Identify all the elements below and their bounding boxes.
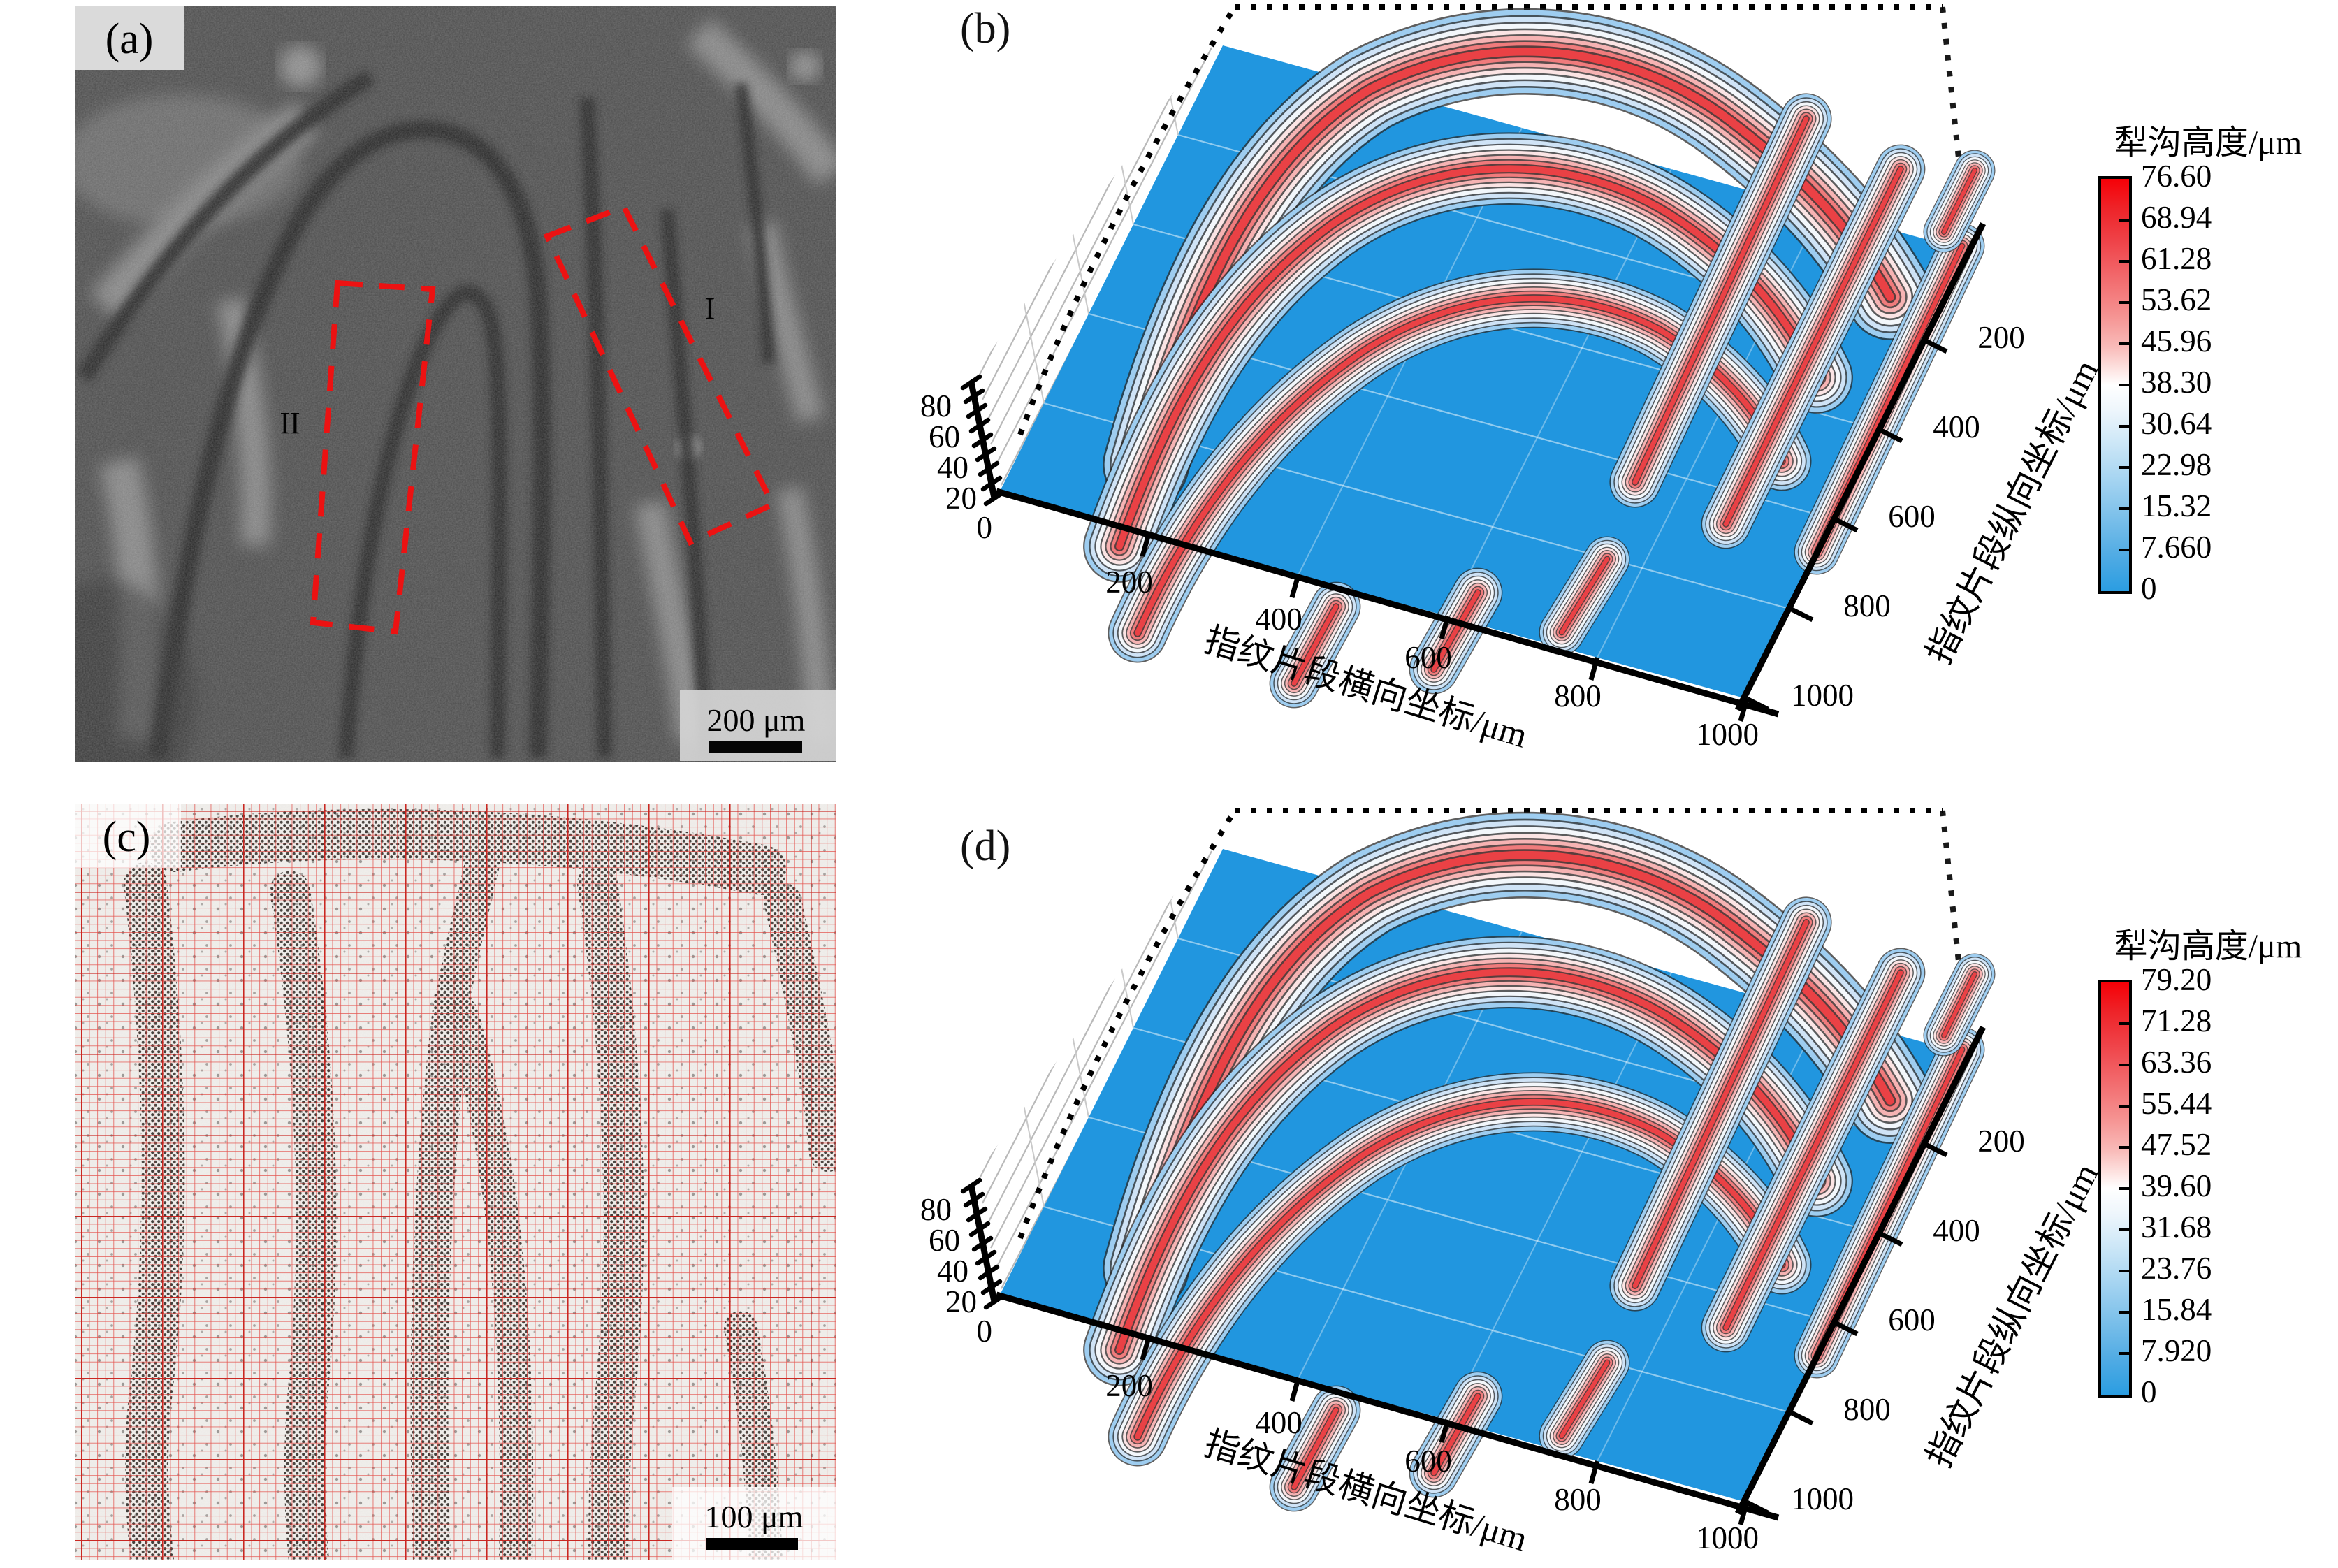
colorbar-b-tick: 22.98 (2141, 447, 2212, 482)
y-tick-label: 1000 (1791, 678, 1854, 713)
y-tick-label: 200 (1977, 320, 2025, 355)
ridge-band (1539, 536, 1630, 655)
panel-d-label: (d) (960, 822, 1011, 870)
region-box-I (543, 203, 777, 546)
scale-bar-c-bar (706, 1538, 798, 1550)
panel-c-label-box (75, 804, 181, 868)
colorbar-d-tick: 71.28 (2141, 1003, 2212, 1038)
colorbar-d-tick: 7.920 (2141, 1333, 2212, 1368)
z-tick-label: 20 (945, 481, 977, 516)
z-axis: 80 60 40 20 0 (920, 374, 1005, 545)
panel-c-label: (c) (103, 813, 151, 861)
y-tick-label: 600 (1888, 499, 1936, 534)
micrograph-a: II I (a) 200 μm (75, 6, 836, 762)
colorbar-b-tick: 68.94 (2141, 200, 2212, 235)
colorbar-d-tick: 79.20 (2141, 962, 2212, 997)
z-tick-label: 0 (977, 510, 993, 545)
ridge-band (1409, 567, 1503, 695)
colorbar-b-tick: 76.60 (2141, 159, 2212, 194)
colorbar-b-tick: 45.96 (2141, 324, 2212, 358)
red-grid-major (75, 804, 836, 1560)
x-tick-label: 400 (1255, 602, 1302, 637)
colorbar-d-tick: 23.76 (2141, 1251, 2212, 1286)
colorbar-d-tick: 39.60 (2141, 1168, 2212, 1203)
scale-bar-c: 100 μm (672, 1487, 836, 1560)
ridge-band (1609, 93, 1832, 508)
ridge-band (1103, 8, 1933, 508)
region-label-II: II (279, 406, 300, 440)
z-tick-label: 80 (920, 389, 952, 423)
region-box-II (310, 280, 436, 635)
colorbar-d-title: 犁沟高度/μm (2114, 928, 2302, 965)
ridge-band (1108, 268, 1812, 663)
surface-plot-b: 80 60 40 20 0 200 400 600 800 1000 指纹片段横… (920, 3, 2106, 755)
colorbar-b-tick: 30.64 (2141, 406, 2212, 441)
colorbar-b-tick: 7.660 (2141, 530, 2212, 565)
scale-bar-a-text: 200 μm (707, 702, 806, 738)
x-tick-label: 200 (1105, 565, 1153, 600)
y-tick-label: 400 (1933, 409, 1980, 444)
y-axis-title: 指纹片段纵向坐标/μm (1919, 354, 2106, 670)
scale-bar-a-bar (709, 741, 802, 753)
scale-bar-c-text: 100 μm (705, 1499, 804, 1534)
x-axis-title: 指纹片段横向坐标/μm (1200, 620, 1532, 755)
surface-plot-d (908, 804, 2131, 1568)
ridge-band (1701, 144, 1926, 549)
colorbar-d-tick: 0 (2141, 1374, 2157, 1409)
colorbar-b-title: 犁沟高度/μm (2114, 124, 2302, 161)
colorbar-b-tick: 61.28 (2141, 241, 2212, 276)
panel-a-label-box (75, 6, 184, 70)
x-tick-label: 1000 (1696, 717, 1759, 752)
colorbar-b-tick: 53.62 (2141, 282, 2212, 317)
micrograph-a-texture (75, 6, 836, 762)
micrograph-c: (c) 100 μm (75, 804, 836, 1560)
colorbar-d-tick: 31.68 (2141, 1210, 2212, 1244)
colorbar-b-tick: 15.32 (2141, 488, 2212, 523)
colorbar-b-gradient (2098, 176, 2132, 594)
panel-a-label: (a) (106, 15, 154, 63)
colorbar-d-tick: 47.52 (2141, 1127, 2212, 1162)
z-tick-label: 60 (929, 419, 960, 454)
y-tick-label: 800 (1843, 588, 1891, 623)
colorbar-d-gradient (2098, 980, 2132, 1398)
scale-bar-a: 200 μm (680, 690, 836, 761)
colorbar-d-tick: 15.84 (2141, 1292, 2212, 1327)
micrograph-c-texture (75, 804, 836, 1560)
ridge-band (1923, 150, 1996, 253)
colorbar-b-tick: 0 (2141, 571, 2157, 606)
colorbar-d-tick: 63.36 (2141, 1045, 2212, 1080)
x-tick-label: 600 (1404, 640, 1452, 675)
ridge-band (1269, 581, 1361, 709)
x-tick-label: 800 (1554, 678, 1602, 713)
region-label-I: I (705, 291, 716, 326)
z-tick-label: 40 (937, 450, 968, 485)
colorbar-d-tick: 55.44 (2141, 1086, 2212, 1121)
colorbar-b-tick: 38.30 (2141, 365, 2212, 400)
panel-b-label: (b) (960, 5, 1011, 52)
